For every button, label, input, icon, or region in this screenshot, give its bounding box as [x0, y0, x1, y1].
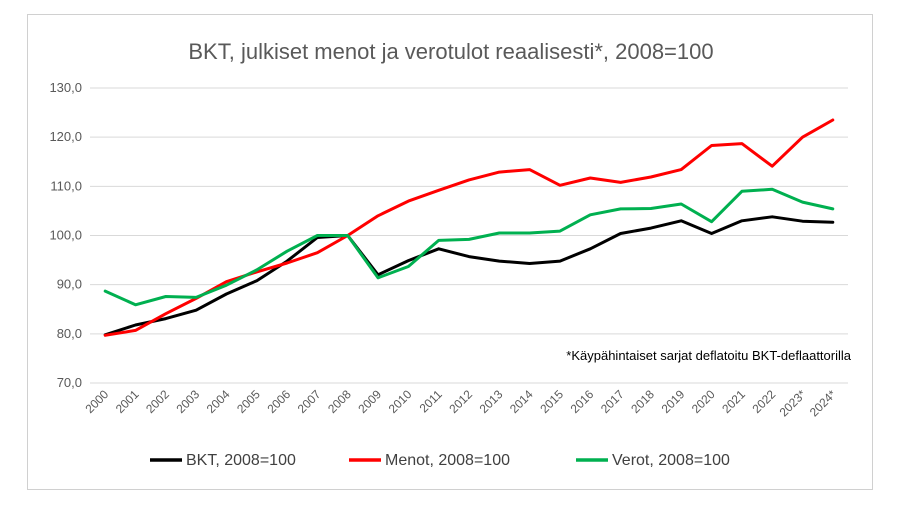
y-tick-label: 80,0	[57, 326, 82, 341]
x-tick-label: 2014	[507, 387, 536, 416]
series-line-2	[103, 187, 835, 307]
x-tick-label: 2007	[295, 387, 324, 416]
x-tick-label: 2022	[750, 387, 779, 416]
x-tick-label: 2012	[446, 387, 475, 416]
x-tick-label: 2000	[82, 387, 111, 416]
gridlines	[90, 87, 848, 384]
series-line-0	[103, 215, 835, 337]
x-tick-label: 2015	[537, 387, 566, 416]
x-tick-label: 2016	[568, 387, 597, 416]
x-tick-label: 2023*	[777, 387, 809, 419]
legend-label: Verot, 2008=100	[612, 452, 730, 469]
series-line-1	[103, 118, 835, 337]
x-tick-label: 2001	[113, 387, 142, 416]
legend: BKT, 2008=100 Menot, 2008=100 Verot, 2008=…	[150, 452, 730, 469]
x-tick-label: 2009	[355, 387, 384, 416]
x-tick-label: 2018	[628, 387, 657, 416]
x-tick-label: 2020	[689, 387, 718, 416]
chart-title: BKT, julkiset menot ja verotulot reaalis…	[188, 39, 713, 64]
x-tick-label: 2006	[264, 387, 293, 416]
y-tick-label: 130,0	[49, 80, 82, 95]
line-chart: BKT, julkiset menot ja verotulot reaalis…	[49, 39, 851, 469]
y-tick-label: 110,0	[50, 178, 82, 193]
x-tick-label: 2019	[659, 387, 688, 416]
x-tick-label: 2013	[477, 387, 506, 416]
y-tick-label: 100,0	[49, 228, 82, 243]
x-tick-label: 2017	[598, 387, 627, 416]
x-tick-label: 2005	[234, 387, 263, 416]
y-tick-label: 90,0	[57, 277, 82, 292]
y-tick-label: 70,0	[57, 375, 82, 390]
y-axis-ticks: 70,0 80,0 90,0 100,0 110,0 120,0 130,0	[49, 80, 82, 390]
chart-note: *Käypähintaiset sarjat deflatoitu BKT-de…	[566, 348, 851, 363]
x-tick-label: 2010	[386, 387, 415, 416]
x-tick-label: 2011	[417, 387, 445, 415]
x-tick-label: 2024*	[807, 387, 839, 419]
chart-frame: BKT, julkiset menot ja verotulot reaalis…	[27, 14, 873, 490]
x-tick-label: 2004	[204, 387, 233, 416]
x-tick-label: 2021	[719, 387, 748, 416]
series-lines	[103, 118, 835, 337]
y-tick-label: 120,0	[49, 129, 82, 144]
x-axis-ticks: 2000 2001 2002 2003 2004 2005 2006 2007 2008 2009…	[82, 387, 839, 419]
x-tick-label: 2002	[143, 387, 172, 416]
x-tick-label: 2008	[325, 387, 354, 416]
x-tick-label: 2003	[173, 387, 202, 416]
legend-label: Menot, 2008=100	[385, 452, 510, 469]
legend-label: BKT, 2008=100	[186, 452, 296, 469]
